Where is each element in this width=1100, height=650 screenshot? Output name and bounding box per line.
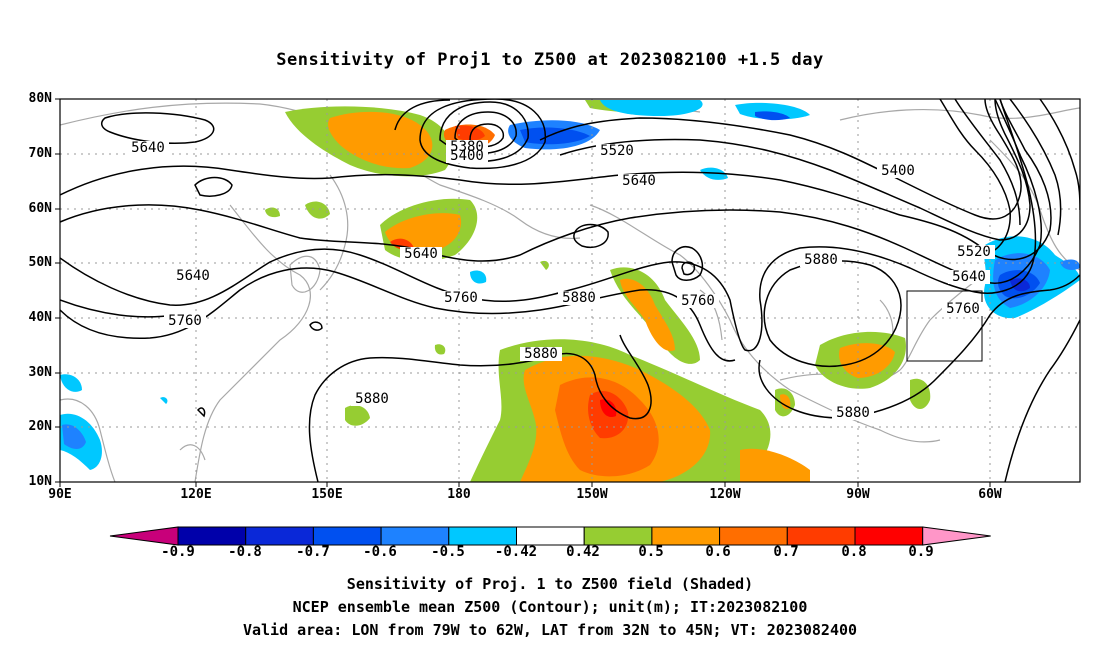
contour-label-bg (172, 269, 214, 283)
contour-label-bg (832, 406, 874, 420)
colorbar-swatch (786, 526, 856, 546)
contour-label-bg (164, 314, 206, 328)
lat-label-40n: 40N (28, 310, 52, 325)
colorbar-swatch (245, 526, 314, 546)
lat-label-20n: 20N (28, 419, 52, 434)
lon-label-90w: 90W (846, 487, 870, 502)
colorbar-swatch (651, 526, 721, 546)
contour-label-bg (948, 270, 990, 284)
plot-frame (59, 98, 1081, 483)
contour-label: 5760 (681, 293, 715, 309)
contour-label: 5640 (131, 140, 165, 156)
colorbar-label: -0.8 (228, 544, 262, 560)
contour-label: 5520 (957, 244, 991, 260)
lat-label-60n: 60N (28, 201, 52, 216)
contour-label: 5520 (600, 143, 634, 159)
caption-shading: Sensitivity of Proj. 1 to Z500 field (Sh… (346, 575, 754, 593)
contour-label: 5880 (524, 346, 558, 362)
colorbar-label: 0.8 (841, 544, 867, 560)
contour-label: 5640 (176, 268, 210, 284)
contour-label: 5640 (404, 246, 438, 262)
caption-valid-area: Valid area: LON from 79W to 62W, LAT fro… (242, 621, 858, 639)
lat-label-30n: 30N (28, 365, 52, 380)
contour-label: 5640 (952, 269, 986, 285)
contour-label-bg (446, 149, 488, 163)
contour-label-bg (618, 174, 660, 188)
contour-label: 5400 (450, 148, 484, 164)
lon-label-60w: 60W (978, 487, 1002, 502)
colorbar-label: -0.6 (363, 544, 397, 560)
colorbar-label: 0.6 (705, 544, 731, 560)
colorbar-label: -0.5 (431, 544, 465, 560)
axis-ticks (55, 98, 991, 487)
contour-label: 5760 (168, 313, 202, 329)
colorbar (109, 526, 991, 546)
lon-label-150e: 150E (311, 487, 343, 502)
contour-label: 5760 (444, 290, 478, 306)
contour-label-bg (558, 291, 600, 305)
map-title: Sensitivity of Proj1 to Z500 at 20230821… (276, 50, 824, 70)
colorbar-swatch (380, 526, 450, 546)
colorbar-label: 0.42 (566, 544, 600, 560)
contour-label-bg (942, 302, 984, 316)
colorbar-swatch (516, 526, 585, 546)
contour-label-bg (800, 253, 842, 267)
contour-label: 5880 (355, 391, 389, 407)
colorbar-swatch (719, 526, 788, 546)
grid (60, 99, 1080, 482)
contour-label-bg (400, 247, 442, 261)
colorbar-swatch (583, 526, 653, 546)
colorbar-under-triangle (109, 526, 179, 546)
contour-label-bg (127, 141, 169, 155)
contour-label: 5880 (562, 290, 596, 306)
colorbar-label: 0.7 (773, 544, 799, 560)
contour-label-bg (877, 164, 919, 178)
lon-label-150w: 150W (576, 487, 608, 502)
contour-label-bg (440, 291, 482, 305)
contour-label: 5880 (804, 252, 838, 268)
colorbar-label: -0.9 (161, 544, 195, 560)
lat-label-80n: 80N (28, 91, 52, 106)
contour-label-bg (596, 144, 638, 158)
colorbar-label: 0.9 (908, 544, 934, 560)
contour-label-bg (677, 294, 719, 308)
contour-label: 5400 (881, 163, 915, 179)
contour-label-bg (953, 245, 995, 259)
lon-label-90e: 90E (48, 487, 72, 502)
contour-label-bg (520, 347, 562, 361)
caption-contour: NCEP ensemble mean Z500 (Contour); unit(… (292, 598, 808, 616)
contour-label-bg (351, 392, 393, 406)
lat-label-70n: 70N (28, 146, 52, 161)
colorbar-over-triangle (922, 526, 991, 546)
lon-label-120e: 120E (180, 487, 212, 502)
colorbar-swatch (854, 526, 924, 546)
contour-label-backgrounds (127, 140, 995, 420)
lon-label-120w: 120W (709, 487, 741, 502)
contour-label: 5880 (836, 405, 870, 421)
colorbar-label: 0.5 (638, 544, 664, 560)
lon-label-180: 180 (447, 487, 471, 502)
lat-label-50n: 50N (28, 255, 52, 270)
lat-label-10n: 10N (28, 474, 52, 489)
colorbar-swatch (312, 526, 382, 546)
colorbar-label: -0.42 (494, 544, 538, 560)
contour-label: 5380 (450, 139, 484, 155)
colorbar-swatch (177, 526, 247, 546)
colorbar-swatch (448, 526, 517, 546)
colorbar-label: -0.7 (296, 544, 330, 560)
z500-contours (60, 99, 1080, 482)
contour-label: 5760 (946, 301, 980, 317)
contour-label: 5640 (622, 173, 656, 189)
